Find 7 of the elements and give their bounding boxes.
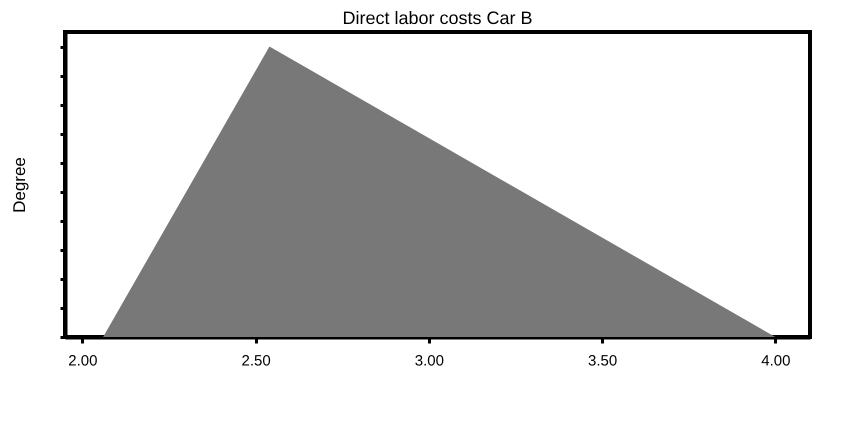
y-axis-title: Degree — [10, 157, 29, 213]
x-tick-label: 4.00 — [761, 352, 790, 370]
chart-title: Direct labor costs Car B — [342, 8, 533, 28]
x-tick-label: 2.00 — [68, 352, 98, 370]
x-tick-label: 2.50 — [241, 352, 271, 370]
x-tick-label: 3.50 — [588, 352, 618, 370]
x-tick-label: 3.00 — [414, 352, 444, 370]
